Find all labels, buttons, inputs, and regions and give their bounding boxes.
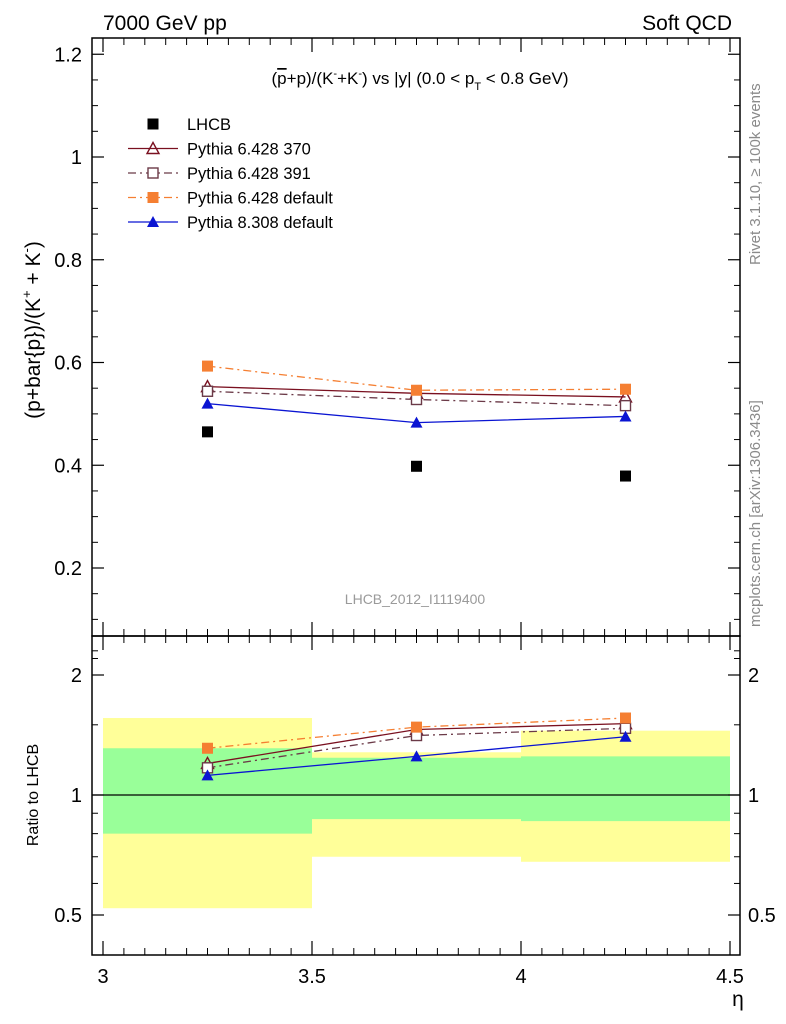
legend-label: Pythia 8.308 default: [187, 214, 333, 232]
xtick-label: 3: [97, 966, 108, 988]
top-series-line-2: [207, 390, 626, 407]
ratio-point-2: [620, 712, 631, 724]
header-right: Soft QCD: [642, 12, 732, 35]
ratio-point-3: [619, 730, 632, 742]
ratio-point-3: [410, 750, 423, 762]
top-point-0: [411, 460, 422, 472]
top-ytick-label: 0.4: [54, 455, 82, 477]
top-point-0: [202, 426, 213, 438]
xlabel: η: [732, 988, 744, 1011]
top-point-2: [619, 399, 632, 412]
legend-marker: [147, 118, 159, 130]
ratio-ytick-label: 0.5: [54, 905, 82, 927]
xtick-label: 4: [515, 966, 526, 988]
top-ytick-label: 0.8: [54, 250, 82, 272]
legend-label: Pythia 6.428 391: [187, 165, 311, 183]
ratio-uncertainty-band-green: [103, 748, 312, 834]
legend-marker: [147, 192, 159, 203]
ratio-uncertainty-band-green: [312, 757, 521, 820]
top-ytick-label: 1.2: [54, 44, 82, 66]
top-point-3: [202, 360, 213, 372]
header-left: 7000 GeV pp: [103, 12, 227, 35]
ratio-point-2: [411, 721, 422, 733]
mcplots-reference-label: mcplots.cern.ch [arXiv:1306.3436]: [747, 400, 764, 627]
top-point-2: [410, 393, 423, 406]
top-point-4: [201, 397, 214, 409]
ratio-ytick-label: 1: [71, 785, 82, 807]
xtick-label: 4.5: [716, 966, 744, 988]
legend-marker: [147, 167, 159, 179]
ratio-ytick-label-right: 0.5: [748, 905, 776, 927]
top-ylabel: (p+bar{p})/(K+ + K-): [19, 241, 45, 419]
ratio-ytick-label-right: 2: [748, 665, 759, 687]
top-point-4: [410, 416, 423, 428]
ratio-uncertainty-band-green: [521, 756, 730, 822]
xtick-label: 3.5: [298, 966, 326, 988]
legend-marker: [145, 141, 161, 155]
top-ytick-label: 0.2: [54, 558, 82, 580]
chart-marks: 0.2 0.4 0.6 0.8 1 1.2 0.5 0.5 1 1 2 2 3 3.5 4 4.5 LHCB Py…: [54, 37, 776, 988]
top-point-3: [411, 384, 422, 396]
legend-label: Pythia 6.428 370: [187, 141, 311, 159]
top-point-4: [619, 410, 632, 422]
top-point-2: [201, 385, 214, 397]
analysis-watermark: LHCB_2012_I1119400: [345, 591, 486, 607]
top-point-0: [620, 470, 631, 482]
top-ytick-label: 0.6: [54, 353, 82, 375]
legend-marker: [147, 216, 159, 227]
ratio-point-3: [201, 769, 214, 781]
legend-label: Pythia 6.428 default: [187, 190, 333, 208]
ratio-ylabel: Ratio to LHCB: [25, 744, 42, 846]
rivet-version-label: Rivet 3.1.10, ≥ 100k events: [747, 83, 764, 265]
ratio-ytick-label-right: 1: [748, 785, 759, 807]
ratio-point-2: [202, 742, 213, 754]
plot-title: (p+p)/(K-+K-) vs |y| (0.0 < pT < 0.8 GeV…: [272, 68, 569, 93]
legend-label: LHCB: [187, 116, 231, 134]
top-ytick-label: 1: [71, 147, 82, 169]
top-point-3: [620, 383, 631, 395]
ratio-ytick-label: 2: [71, 665, 82, 687]
